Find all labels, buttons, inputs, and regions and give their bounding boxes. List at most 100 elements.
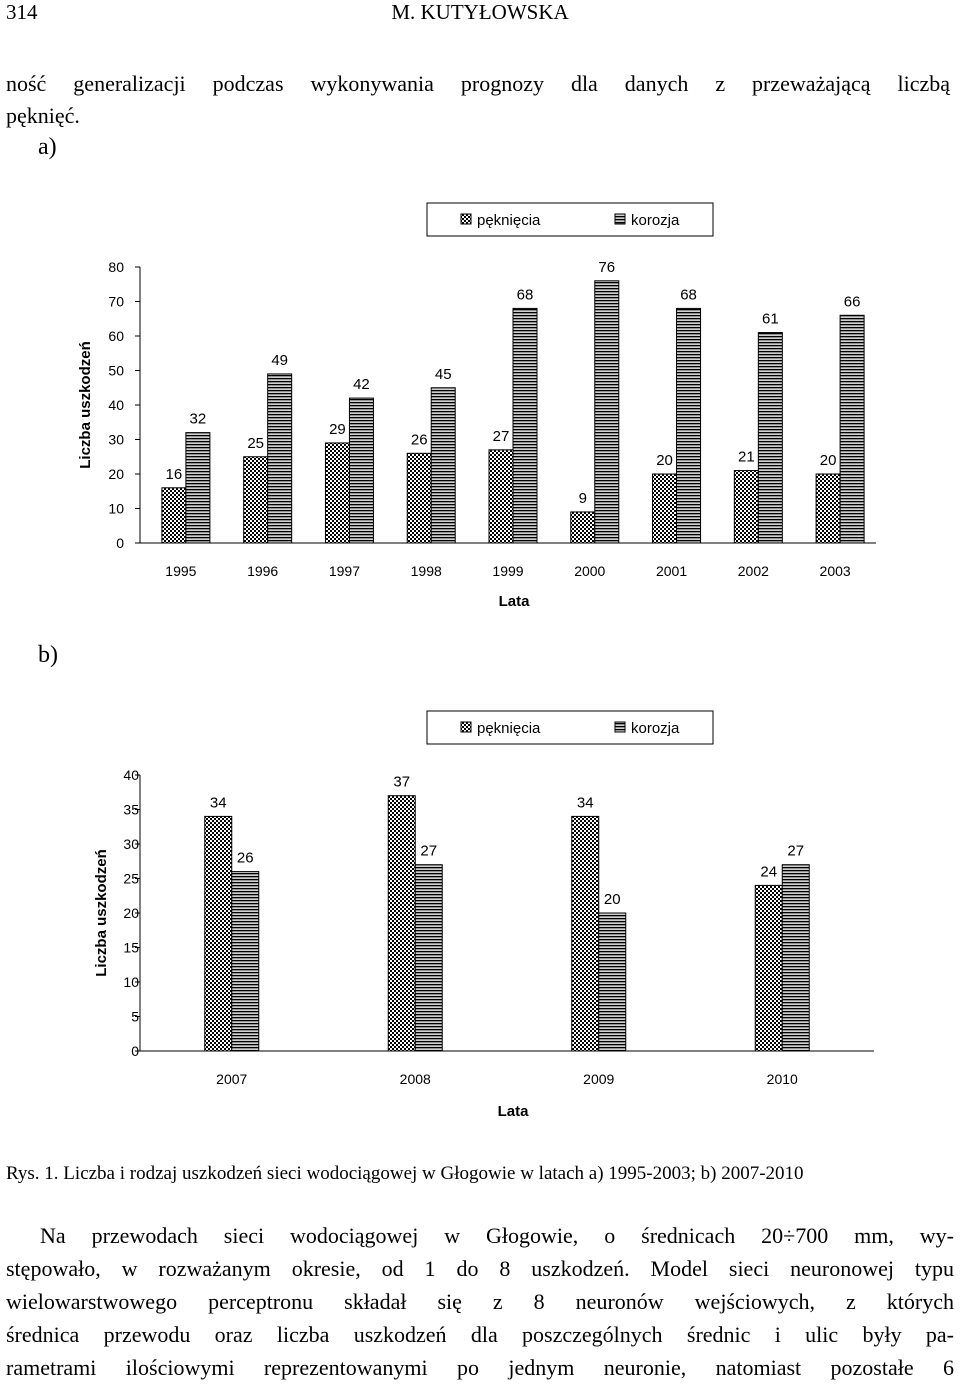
bar-crack: [570, 511, 596, 544]
y-axis-label: Liczba uszkodzeń: [93, 849, 110, 977]
x-tick-label: 1996: [247, 563, 278, 579]
body-line-3: wielowarstwowego perceptronu składał się…: [6, 1289, 954, 1314]
y-tick-label: 70: [108, 294, 124, 310]
data-label: 9: [579, 490, 587, 507]
data-label: 24: [760, 863, 777, 880]
legend-box: [426, 202, 714, 237]
bar-corrosion: [185, 432, 211, 544]
x-axis-label: Lata: [498, 1103, 530, 1120]
chart-a: 0 10 20 30 40 50 60 70 80 Liczba uszkodzeń 16 32 199…: [77, 202, 876, 610]
y-tick-label: 30: [123, 836, 139, 852]
bar-crack: [324, 442, 350, 544]
body-line-4: średnica przewodu oraz liczba uszkodzeń …: [6, 1322, 954, 1347]
bar-crack: [406, 452, 432, 544]
x-tick-label: 1999: [492, 563, 523, 579]
x-tick-label: 1995: [165, 563, 196, 579]
bar-corrosion: [598, 912, 627, 1052]
data-label: 34: [210, 794, 227, 811]
data-label: 34: [577, 794, 594, 811]
data-label: 27: [420, 843, 437, 860]
y-tick-label: 20: [123, 905, 139, 921]
y-tick-label: 20: [108, 466, 124, 482]
data-label: 26: [411, 431, 428, 448]
x-tick-label: 2001: [656, 563, 687, 579]
x-tick-label: 1997: [329, 563, 360, 579]
data-label: 32: [190, 411, 207, 428]
panel-b-label: b): [38, 642, 58, 668]
x-tick-label: 1998: [411, 563, 442, 579]
y-tick-label: 40: [123, 767, 139, 783]
legend-swatch: [460, 213, 472, 225]
data-label: 42: [353, 376, 370, 393]
data-label: 25: [247, 435, 264, 452]
data-label: 20: [604, 891, 621, 908]
x-tick-label: 2010: [767, 1071, 798, 1087]
chart-b: 0 5 10 15 20 25 30 35 40 Liczba uszkodzeń 34 26 2007…: [93, 710, 874, 1120]
bar-corrosion: [594, 280, 620, 544]
bar-crack: [733, 470, 759, 544]
y-tick-label: 0: [131, 1043, 139, 1059]
x-tick-label: 2000: [574, 563, 605, 579]
bar-crack: [243, 456, 269, 544]
bar-corrosion: [231, 871, 260, 1052]
y-tick-label: 80: [108, 259, 124, 275]
intro-line-1: ność generalizacji podczas wykonywania p…: [6, 71, 950, 96]
legend-label: pęknięcia: [477, 212, 541, 229]
legend-swatch: [460, 721, 472, 733]
bar-corrosion: [676, 307, 702, 544]
bar-crack: [815, 473, 841, 544]
body-line-5: rametrami ilościowymi reprezentowanymi p…: [6, 1355, 954, 1380]
bar-corrosion: [267, 373, 293, 544]
bar-corrosion: [839, 314, 865, 544]
data-label: 49: [271, 352, 288, 369]
bar-corrosion: [414, 864, 443, 1052]
legend-label: korozja: [631, 212, 680, 229]
running-title: M. KUTYŁOWSKA: [391, 0, 569, 24]
legend-label: pęknięcia: [477, 720, 541, 737]
x-tick-label: 2003: [820, 563, 851, 579]
intro-line-2: pęknięć.: [6, 103, 80, 128]
y-tick-label: 10: [108, 501, 124, 517]
body-line-2: stępowało, w rozważanym okresie, od 1 do…: [6, 1256, 954, 1281]
data-label: 68: [680, 286, 697, 303]
data-label: 21: [738, 449, 755, 466]
legend-label: korozja: [631, 720, 680, 737]
legend-swatch: [614, 721, 626, 733]
data-label: 66: [844, 293, 861, 310]
y-axis-label: Liczba uszkodzeń: [77, 341, 94, 469]
bar-corrosion: [781, 864, 810, 1052]
y-tick-label: 0: [116, 535, 124, 551]
y-tick-label: 35: [123, 802, 139, 818]
bar-crack: [652, 473, 678, 544]
bar-crack: [571, 815, 600, 1052]
bar-crack: [161, 487, 187, 544]
data-label: 61: [762, 311, 779, 328]
bar-crack: [387, 795, 416, 1052]
data-label: 76: [598, 259, 615, 276]
figure-caption: Rys. 1. Liczba i rodzaj uszkodzeń sieci …: [6, 1163, 804, 1184]
x-tick-label: 2009: [583, 1071, 614, 1087]
x-tick-label: 2002: [738, 563, 769, 579]
page-number: 314: [6, 0, 38, 24]
y-tick-label: 5: [131, 1009, 139, 1025]
y-tick-label: 60: [108, 328, 124, 344]
y-tick-label: 10: [123, 974, 139, 990]
data-label: 27: [493, 428, 510, 445]
bar-crack: [754, 884, 783, 1052]
legend-swatch: [614, 213, 626, 225]
bar-corrosion: [757, 332, 783, 544]
data-label: 20: [656, 452, 673, 469]
y-tick-label: 25: [123, 871, 139, 887]
data-label: 16: [166, 466, 183, 483]
legend-box: [426, 710, 714, 745]
y-tick-label: 15: [123, 940, 139, 956]
data-label: 37: [393, 774, 410, 791]
panel-a-label: a): [38, 134, 57, 160]
data-label: 27: [787, 843, 804, 860]
data-label: 45: [435, 366, 452, 383]
y-tick-label: 30: [108, 432, 124, 448]
bar-corrosion: [348, 397, 374, 544]
x-tick-label: 2007: [216, 1071, 247, 1087]
body-line-1: Na przewodach sieci wodociągowej w Głogo…: [40, 1223, 954, 1248]
